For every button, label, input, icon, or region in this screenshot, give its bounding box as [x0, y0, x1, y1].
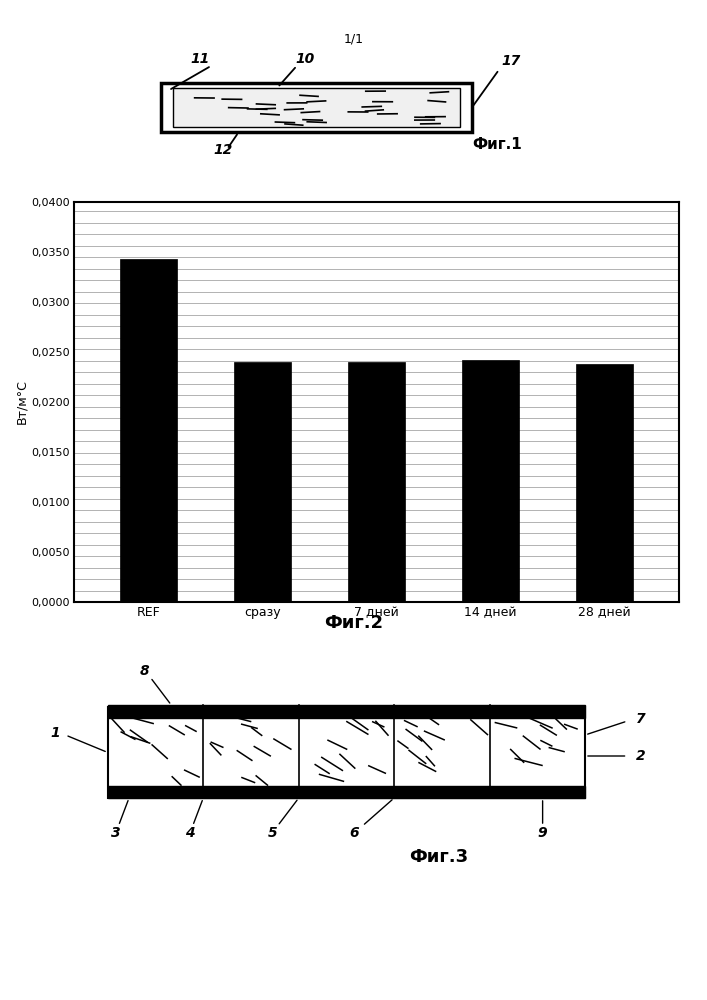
Bar — [348, 362, 405, 602]
Text: 8: 8 — [140, 664, 150, 678]
Text: 6: 6 — [349, 826, 359, 840]
Text: 12: 12 — [214, 143, 233, 157]
Bar — [173, 88, 460, 127]
Text: 9: 9 — [538, 826, 547, 840]
Text: Фиг.3: Фиг.3 — [409, 848, 468, 866]
Bar — [107, 786, 585, 798]
Text: 11: 11 — [190, 52, 209, 66]
Bar — [576, 364, 633, 602]
Text: 1: 1 — [50, 726, 59, 740]
Bar — [107, 705, 585, 718]
Bar — [462, 360, 519, 602]
Bar — [120, 259, 177, 602]
Bar — [161, 83, 472, 132]
Bar — [234, 362, 291, 602]
Text: 4: 4 — [185, 826, 195, 840]
Text: 2: 2 — [636, 749, 645, 763]
Text: 1/1: 1/1 — [344, 32, 363, 45]
Text: Фиг.2: Фиг.2 — [324, 614, 383, 632]
Text: 3: 3 — [111, 826, 121, 840]
Text: 5: 5 — [267, 826, 277, 840]
Text: 7: 7 — [636, 712, 645, 726]
Text: Фиг.1: Фиг.1 — [473, 137, 522, 152]
Text: 10: 10 — [295, 52, 315, 66]
Bar — [107, 707, 585, 798]
Y-axis label: Вт/м°С: Вт/м°С — [16, 380, 29, 424]
Text: 17: 17 — [501, 54, 520, 68]
